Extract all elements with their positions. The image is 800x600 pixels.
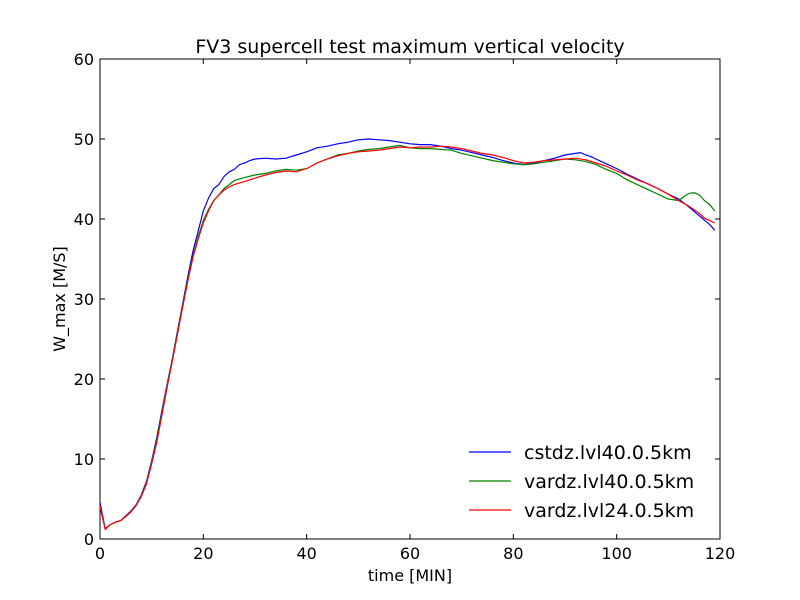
y-tick-label: 50 [74,130,94,149]
plot-area-frame [99,58,721,540]
x-tick-label: 60 [400,544,420,563]
series-line-vardz.lvl24.0.5km [99,145,716,531]
x-axis-title: time [MIN] [368,566,452,585]
chart-title: FV3 supercell test maximum vertical velo… [195,36,624,58]
axis-ticks: 0 20 40 60 80 100 120 0 10 20 30 40 50 60 [74,50,736,563]
x-tick-label: 0 [95,544,105,563]
series-layer [99,138,716,531]
y-tick-label: 10 [74,450,94,469]
y-axis-title: W_max [M/S] [50,246,70,352]
y-tick-label: 30 [74,290,94,309]
x-tick-label: 20 [193,544,213,563]
y-tick-label: 60 [74,50,94,69]
y-tick-label: 40 [74,210,94,229]
legend-label: vardz.lvl40.0.5km [524,471,694,493]
y-tick-label: 0 [84,530,94,549]
legend-label: cstdz.lvl40.0.5km [524,442,692,464]
legend: cstdz.lvl40.0.5km vardz.lvl40.0.5km vardz.… [469,442,694,522]
x-tick-label: 40 [296,544,316,563]
x-tick-label: 80 [503,544,523,563]
legend-label: vardz.lvl24.0.5km [524,500,694,522]
x-tick-label: 100 [601,544,632,563]
y-tick-label: 20 [74,370,94,389]
x-tick-label: 120 [705,544,736,563]
